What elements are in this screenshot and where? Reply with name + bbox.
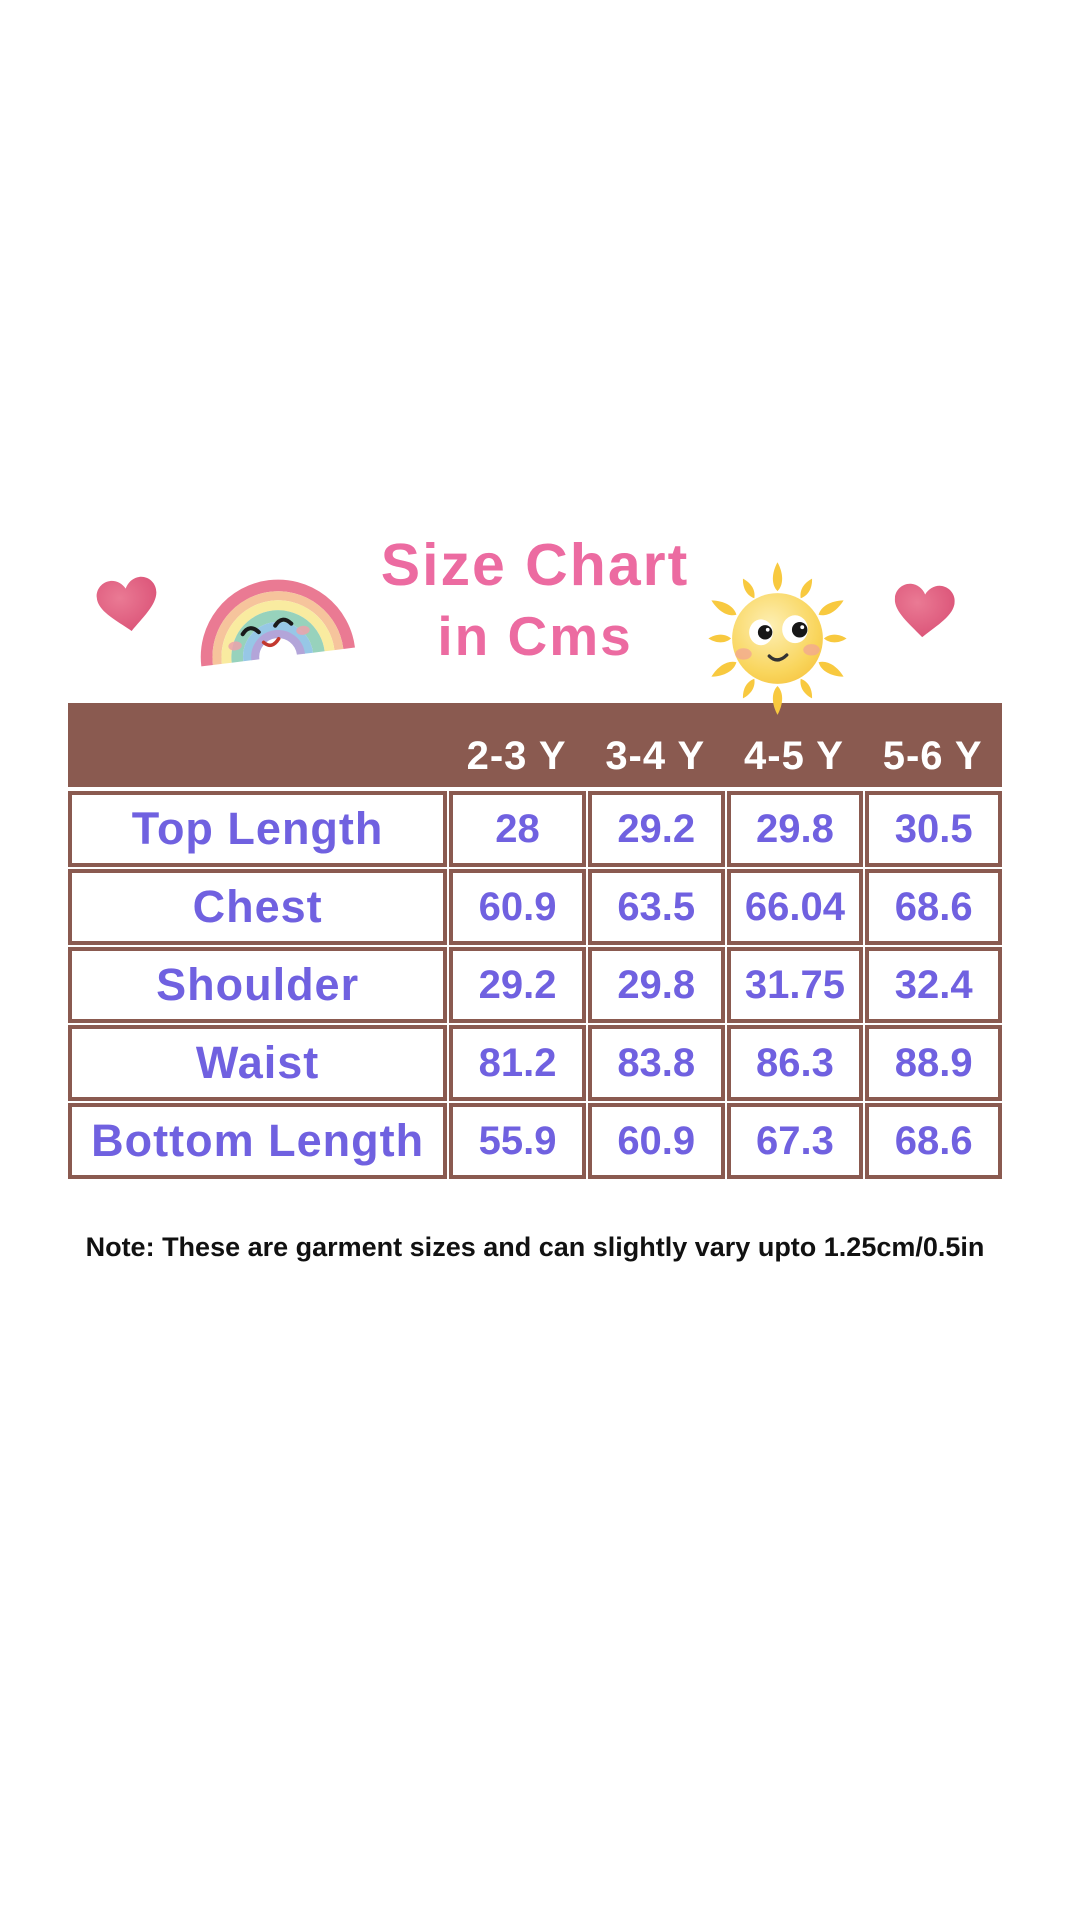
heart-icon [96,576,157,631]
table-cell: 68.6 [865,1103,1002,1179]
row-label: Top Length [68,791,448,867]
table-cell: 88.9 [865,1025,1002,1101]
table-cell: 29.2 [449,947,586,1023]
column-header: 4-5 Y [744,733,844,778]
row-label: Chest [68,869,448,945]
table-cell: 60.9 [449,869,586,945]
title-line-2: in Cms [437,605,633,667]
table-cell: 83.8 [587,1025,725,1101]
row-label: Shoulder [68,947,448,1023]
page-title: Size Chart in Cms [330,536,740,664]
table-cell: 30.5 [865,791,1002,867]
sun-icon [708,562,847,715]
table-cell: 29.8 [726,791,864,867]
table-cell: 60.9 [587,1103,725,1179]
row-label: Waist [68,1025,448,1101]
table-body: Top Length 28 29.2 29.8 30.5 Chest 60.9 … [68,791,1002,1179]
size-chart-table: 2-3 Y 3-4 Y 4-5 Y 5-6 Y Top Length 28 29… [68,703,1002,1179]
column-header: 2-3 Y [466,733,567,778]
table-cell: 29.8 [587,947,725,1023]
row-label: Bottom Length [68,1103,448,1179]
table-cell: 29.2 [587,791,725,867]
table-cell: 63.5 [587,869,725,945]
table-cell: 66.04 [726,869,864,945]
table-cell: 32.4 [865,947,1002,1023]
table-cell: 68.6 [865,869,1002,945]
table-cell: 67.3 [726,1103,864,1179]
column-header: 5-6 Y [882,733,983,778]
heart-icon [894,583,955,638]
rainbow-icon [200,579,355,667]
table-cell: 81.2 [449,1025,586,1101]
column-header: 3-4 Y [605,733,706,778]
size-note: Note: These are garment sizes and can sl… [85,1232,985,1262]
table-cell: 28 [449,791,586,867]
table-header-row: 2-3 Y 3-4 Y 4-5 Y 5-6 Y [68,703,1002,787]
table-cell: 55.9 [449,1103,586,1179]
title-line-1: Size Chart [380,532,690,598]
table-cell: 86.3 [726,1025,864,1101]
table-cell: 31.75 [726,947,864,1023]
